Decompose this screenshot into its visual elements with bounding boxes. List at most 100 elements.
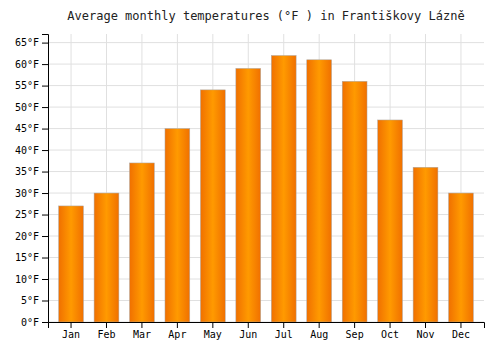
- x-tick-label: Dec: [452, 329, 470, 340]
- y-tick-mark: [42, 64, 48, 65]
- bar: [130, 163, 155, 322]
- y-axis: 0°F 5°F 10°F 15°F 20°F 25°F 30°F 35°F 40°F 45°F 50…: [15, 35, 49, 328]
- y-tick-mark: [42, 236, 48, 237]
- x-tick-mark: [248, 322, 249, 328]
- grid-line: [48, 128, 484, 129]
- grid: [48, 34, 484, 322]
- y-tick: 15°F: [15, 252, 48, 263]
- y-tick-label: 25°F: [15, 209, 39, 220]
- x-tick-label: May: [204, 329, 222, 340]
- y-tick-mark: [42, 107, 48, 108]
- x-tick-label: Oct: [381, 329, 399, 340]
- bar: [413, 167, 438, 322]
- y-tick: 50°F: [15, 102, 48, 113]
- grid-line: [48, 85, 484, 86]
- x-tick-mark: [177, 322, 178, 328]
- x-tick-label: Mar: [133, 329, 151, 340]
- y-tick-label: 40°F: [15, 145, 39, 156]
- chart: Jan Feb Mar Apr May Jun Jul Aug Sep Oct Nov Dec 0°F 5…: [0, 0, 500, 350]
- x-tick: Oct: [381, 322, 399, 340]
- x-tick-mark: [390, 322, 391, 328]
- y-tick-mark: [42, 279, 48, 280]
- x-tick: Jun: [239, 322, 257, 340]
- x-tick-mark: [460, 322, 461, 328]
- x-tick-label: Nov: [416, 329, 434, 340]
- y-tick: 55°F: [15, 80, 48, 91]
- x-tick: Aug: [310, 322, 328, 340]
- x-axis-line: [49, 323, 485, 329]
- bar: [342, 81, 367, 322]
- y-tick: 40°F: [15, 145, 48, 156]
- y-tick-label: 65°F: [15, 37, 39, 48]
- x-tick-mark: [283, 322, 284, 328]
- x-axis: Jan Feb Mar Apr May Jun Jul Aug Sep Oct Nov Dec: [49, 322, 485, 340]
- y-tick: 25°F: [15, 209, 48, 220]
- y-tick: 20°F: [15, 231, 48, 242]
- x-tick-label: Apr: [168, 329, 186, 340]
- y-tick-label: 50°F: [15, 102, 39, 113]
- x-tick: Dec: [452, 322, 470, 340]
- y-tick-label: 0°F: [21, 317, 39, 328]
- x-tick: Sep: [346, 322, 364, 340]
- y-tick-label: 20°F: [15, 231, 39, 242]
- y-tick-label: 30°F: [15, 188, 39, 199]
- x-tick: Jan: [62, 322, 80, 340]
- y-tick-label: 55°F: [15, 80, 39, 91]
- x-tick-mark: [212, 322, 213, 328]
- y-tick-mark: [42, 258, 48, 259]
- x-tick: Jul: [275, 322, 293, 340]
- y-tick: 45°F: [15, 123, 48, 134]
- bar: [236, 68, 261, 322]
- x-tick-label: Aug: [310, 329, 328, 340]
- title: Average monthly temperatures (°F ) in Fr…: [67, 9, 464, 23]
- x-tick-label: Sep: [346, 329, 364, 340]
- y-tick-label: 60°F: [15, 59, 39, 70]
- y-tick-mark: [42, 43, 48, 44]
- bar: [165, 129, 190, 322]
- grid-line: [48, 64, 484, 65]
- x-tick: Mar: [133, 322, 151, 340]
- y-tick-label: 35°F: [15, 166, 39, 177]
- bars: [59, 55, 474, 322]
- y-tick-mark: [42, 322, 48, 323]
- y-tick-mark: [42, 129, 48, 130]
- y-tick: 0°F: [21, 317, 48, 328]
- y-tick-label: 45°F: [15, 123, 39, 134]
- grid-line: [48, 150, 484, 151]
- x-tick-label: Jan: [62, 329, 80, 340]
- x-tick-mark: [319, 322, 320, 328]
- y-tick: 60°F: [15, 59, 48, 70]
- bar: [307, 60, 332, 322]
- grid-line: [48, 107, 484, 108]
- y-tick: 5°F: [21, 295, 48, 306]
- bar: [449, 193, 474, 322]
- bar: [271, 55, 296, 322]
- y-tick: 30°F: [15, 188, 48, 199]
- y-tick-mark: [42, 150, 48, 151]
- x-tick-label: Jul: [275, 329, 293, 340]
- bar: [94, 193, 119, 322]
- y-tick: 10°F: [15, 274, 48, 285]
- bar: [59, 206, 84, 322]
- x-tick-label: Feb: [97, 329, 115, 340]
- y-tick-mark: [42, 86, 48, 87]
- x-tick: Nov: [416, 322, 434, 340]
- y-tick: 65°F: [15, 37, 48, 48]
- x-tick: Feb: [97, 322, 115, 340]
- y-tick: 35°F: [15, 166, 48, 177]
- bar: [378, 120, 403, 322]
- grid-line: [48, 42, 484, 43]
- y-tick-mark: [42, 193, 48, 194]
- y-tick-label: 5°F: [21, 295, 39, 306]
- y-tick-mark: [42, 172, 48, 173]
- y-axis-line: [42, 35, 49, 323]
- bar: [200, 90, 225, 322]
- x-tick: Apr: [168, 322, 186, 340]
- x-tick-mark: [106, 322, 107, 328]
- y-tick-mark: [42, 301, 48, 302]
- y-tick-label: 15°F: [15, 252, 39, 263]
- x-tick-label: Jun: [239, 329, 257, 340]
- x-tick-mark: [141, 322, 142, 328]
- x-tick-mark: [354, 322, 355, 328]
- x-tick-mark: [71, 322, 72, 328]
